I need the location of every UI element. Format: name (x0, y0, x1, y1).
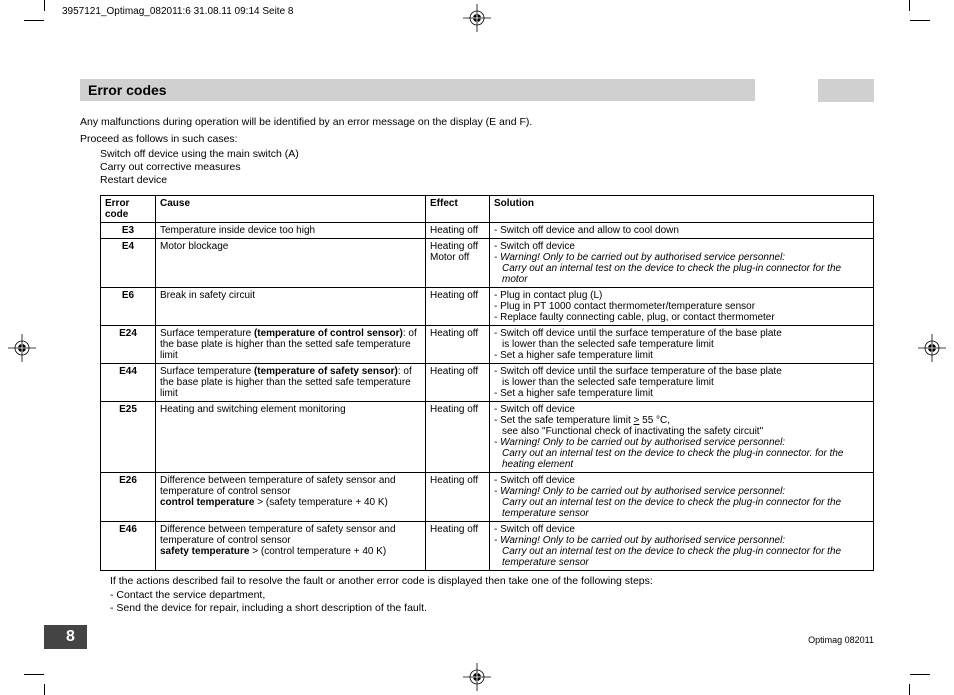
cell-code: E24 (101, 326, 156, 364)
cell-cause: Difference between temperature of safety… (156, 473, 426, 522)
table-row: E24Surface temperature (temperature of c… (101, 326, 874, 364)
cell-effect: Heating off (426, 522, 490, 571)
cell-cause: Difference between temperature of safety… (156, 522, 426, 571)
cell-solution: - Switch off device- Set the safe temper… (490, 402, 874, 473)
cell-code: E44 (101, 364, 156, 402)
steps-list: Switch off device using the main switch … (100, 148, 874, 187)
cell-effect: Heating off (426, 288, 490, 326)
cell-code: E25 (101, 402, 156, 473)
col-header-effect: Effect (426, 196, 490, 223)
cell-code: E3 (101, 223, 156, 239)
cell-solution: - Switch off device until the surface te… (490, 326, 874, 364)
col-header-cause: Cause (156, 196, 426, 223)
step-line: Switch off device using the main switch … (100, 148, 874, 161)
after-line: - Send the device for repair, including … (110, 602, 874, 615)
after-line: - Contact the service department, (110, 589, 874, 602)
cell-cause: Surface temperature (temperature of cont… (156, 326, 426, 364)
cell-cause: Temperature inside device too high (156, 223, 426, 239)
cell-code: E26 (101, 473, 156, 522)
cell-effect: Heating off (426, 326, 490, 364)
cell-effect: Heating off (426, 223, 490, 239)
cell-effect: Heating offMotor off (426, 239, 490, 288)
print-header-slug: 3957121_Optimag_082011:6 31.08.11 09:14 … (62, 6, 294, 17)
step-line: Restart device (100, 174, 874, 187)
cell-solution: - Switch off device- Warning! Only to be… (490, 522, 874, 571)
after-text: If the actions described fail to resolve… (110, 575, 874, 614)
col-header-solution: Solution (490, 196, 874, 223)
error-codes-table: Error code Cause Effect Solution E3Tempe… (100, 195, 874, 571)
col-header-code: Error code (101, 196, 156, 223)
cell-solution: - Switch off device- Warning! Only to be… (490, 473, 874, 522)
cell-code: E46 (101, 522, 156, 571)
registration-mark-icon (463, 4, 491, 32)
table-row: E46Difference between temperature of saf… (101, 522, 874, 571)
cell-solution: - Switch off device- Warning! Only to be… (490, 239, 874, 288)
section-title-accent (818, 79, 874, 102)
section-title: Error codes (80, 79, 755, 101)
table-row: E44Surface temperature (temperature of s… (101, 364, 874, 402)
cell-cause: Surface temperature (temperature of safe… (156, 364, 426, 402)
footer-docid: Optimag 082011 (808, 635, 874, 645)
registration-mark-icon (8, 334, 36, 362)
step-line: Carry out corrective measures (100, 161, 874, 174)
cell-solution: - Plug in contact plug (L)- Plug in PT 1… (490, 288, 874, 326)
cell-cause: Motor blockage (156, 239, 426, 288)
cell-effect: Heating off (426, 402, 490, 473)
table-row: E4Motor blockageHeating offMotor off- Sw… (101, 239, 874, 288)
intro-text: Any malfunctions during operation will b… (80, 116, 874, 128)
cell-code: E4 (101, 239, 156, 288)
cell-effect: Heating off (426, 473, 490, 522)
table-row: E25Heating and switching element monitor… (101, 402, 874, 473)
cell-effect: Heating off (426, 364, 490, 402)
table-row: E26Difference between temperature of saf… (101, 473, 874, 522)
table-row: E3Temperature inside device too highHeat… (101, 223, 874, 239)
after-line: If the actions described fail to resolve… (110, 575, 874, 588)
registration-mark-icon (463, 663, 491, 691)
page-number: 8 (44, 625, 87, 649)
cell-code: E6 (101, 288, 156, 326)
cell-solution: - Switch off device until the surface te… (490, 364, 874, 402)
proceed-text: Proceed as follows in such cases: (80, 133, 874, 145)
table-row: E6Break in safety circuitHeating off- Pl… (101, 288, 874, 326)
cell-cause: Break in safety circuit (156, 288, 426, 326)
cell-solution: - Switch off device and allow to cool do… (490, 223, 874, 239)
registration-mark-icon (918, 334, 946, 362)
cell-cause: Heating and switching element monitoring (156, 402, 426, 473)
